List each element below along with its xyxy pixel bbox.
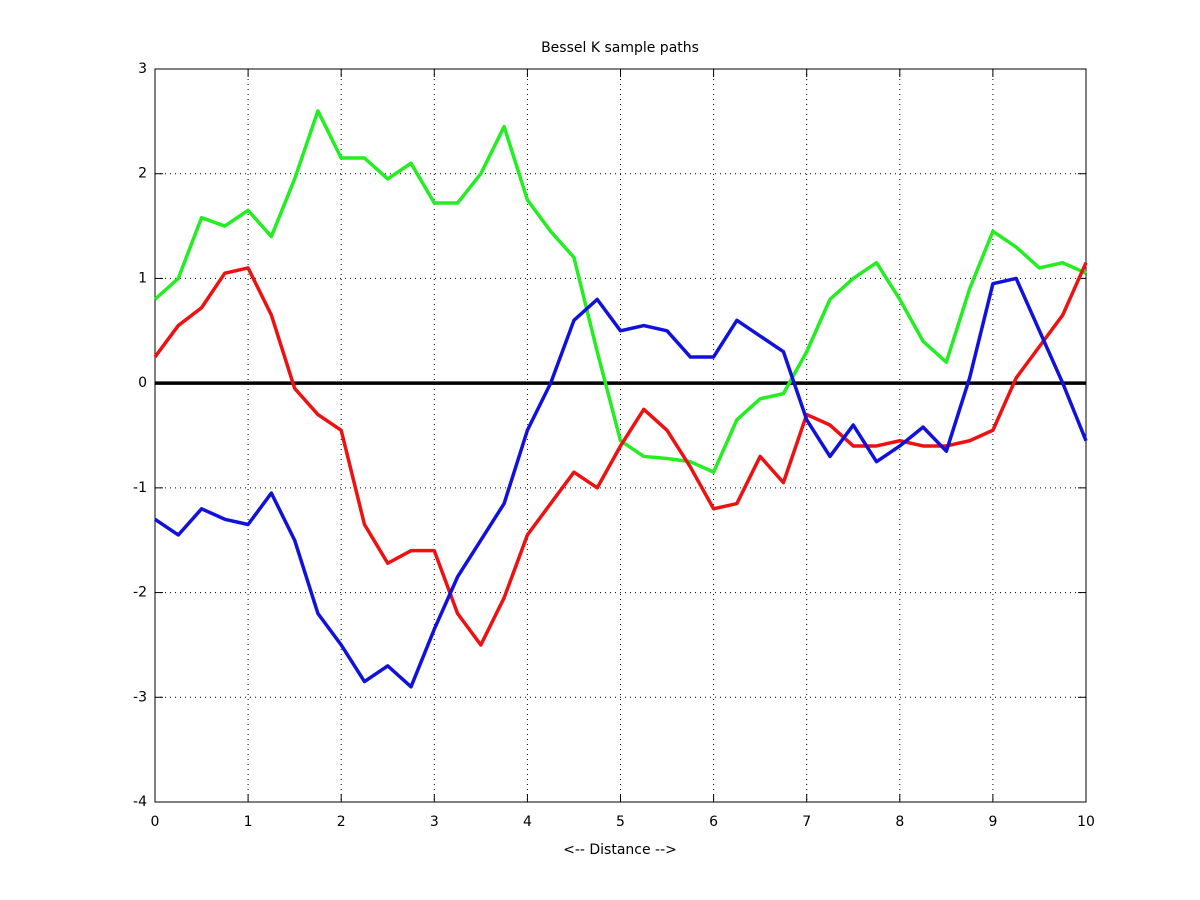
y-tick-label: -1 xyxy=(133,480,147,496)
y-tick-label: 2 xyxy=(138,166,147,182)
y-tick-label: -2 xyxy=(133,585,147,601)
x-tick-label: 5 xyxy=(616,814,625,830)
x-axis-label: <-- Distance --> xyxy=(563,842,677,858)
y-tick-label: 0 xyxy=(138,375,147,391)
x-tick-label: 1 xyxy=(244,814,253,830)
y-tick-label: -3 xyxy=(133,689,147,705)
x-tick-label: 10 xyxy=(1077,814,1095,830)
x-tick-label: 7 xyxy=(802,814,811,830)
x-tick-label: 9 xyxy=(988,814,997,830)
x-tick-label: 4 xyxy=(523,814,532,830)
x-tick-label: 8 xyxy=(895,814,904,830)
chart-title: Bessel K sample paths xyxy=(541,40,699,56)
x-tick-label: 2 xyxy=(337,814,346,830)
series-line xyxy=(153,109,1087,474)
series-line xyxy=(154,276,1088,689)
x-tick-label: 0 xyxy=(151,814,160,830)
series-line xyxy=(153,262,1088,647)
y-tick-label: 1 xyxy=(138,270,147,286)
plot-frame xyxy=(154,68,1087,803)
x-tick-label: 3 xyxy=(430,814,439,830)
y-tick-label: -4 xyxy=(133,794,147,810)
x-tick-label: 6 xyxy=(709,814,718,830)
y-tick-label: 3 xyxy=(138,61,147,77)
